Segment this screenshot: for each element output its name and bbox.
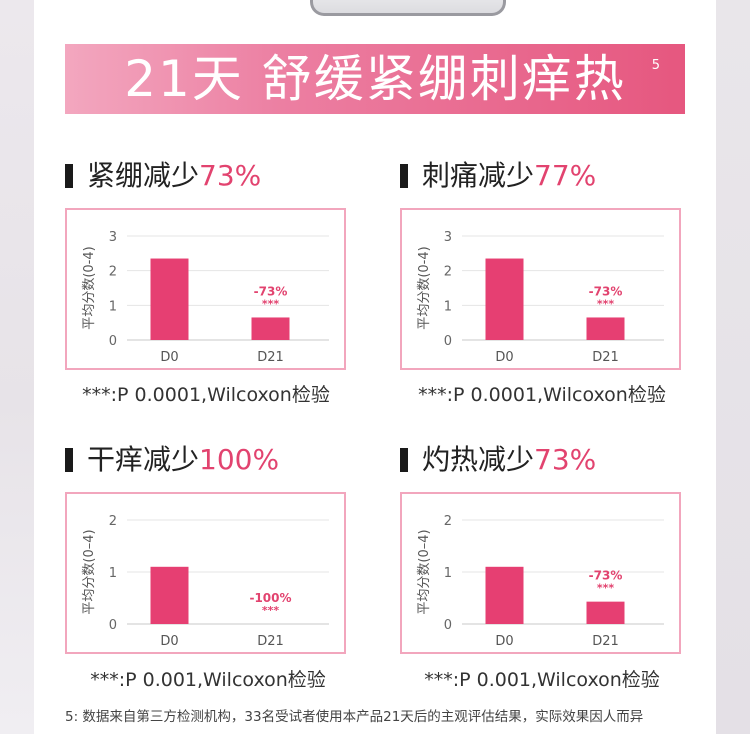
panel-title-text: 灼热减少 bbox=[422, 443, 535, 476]
y-axis-label: 平均分数(0-4) bbox=[82, 246, 97, 329]
clipboard-clip bbox=[310, 0, 506, 16]
chart-svg: 平均分数(0–4) 0 1 2 D0 D21 -100%*** bbox=[82, 514, 329, 649]
panel-title-tightness: 紧绷减少73% bbox=[65, 160, 261, 192]
y-tick-label: 0 bbox=[109, 334, 117, 349]
panel-title-percent: 73% bbox=[534, 443, 597, 476]
y-tick-label: 1 bbox=[444, 566, 452, 581]
chart-burning: 平均分数(0–4) 0 1 2 D0 D21 -73% *** bbox=[400, 492, 681, 654]
data-label: -73% bbox=[589, 284, 623, 298]
panel-title-text: 紧绷减少 bbox=[87, 159, 200, 192]
x-tick-label: D0 bbox=[160, 350, 178, 365]
y-tick-label: 0 bbox=[444, 618, 452, 633]
y-tick-label: 1 bbox=[109, 299, 117, 314]
bar bbox=[150, 566, 189, 624]
significance-stars: *** bbox=[597, 582, 615, 595]
y-tick-label: 3 bbox=[444, 230, 452, 245]
title-marker bbox=[65, 448, 73, 472]
data-label: -73% bbox=[254, 284, 288, 298]
panel-title-text: 刺痛减少 bbox=[422, 159, 535, 192]
y-tick-label: 2 bbox=[444, 265, 452, 280]
y-axis-label: 平均分数(0–4) bbox=[417, 529, 432, 614]
pvalue-note: ***:P 0.001,Wilcoxon检验 bbox=[90, 669, 326, 691]
x-tick-label: D21 bbox=[592, 634, 619, 649]
significance-stars: *** bbox=[597, 297, 615, 310]
banner-footnote-mark: 5 bbox=[651, 58, 660, 73]
bar bbox=[251, 317, 290, 340]
y-axis-label: 平均分数(0–4) bbox=[82, 529, 97, 614]
y-tick-label: 1 bbox=[444, 299, 452, 314]
data-label: -100% bbox=[249, 591, 291, 605]
pvalue-note: ***:P 0.001,Wilcoxon检验 bbox=[424, 669, 660, 691]
y-tick-label: 0 bbox=[109, 618, 117, 633]
bar bbox=[150, 258, 189, 340]
title-marker bbox=[400, 448, 408, 472]
chart-itching: 平均分数(0–4) 0 1 2 D0 D21 -100% *** bbox=[65, 492, 346, 654]
panel-title-stinging: 刺痛减少77% bbox=[400, 160, 596, 192]
title-marker bbox=[400, 164, 408, 188]
x-tick-label: D0 bbox=[495, 634, 513, 649]
panel-title-burning: 灼热减少73% bbox=[400, 444, 596, 476]
banner-title: 21天 舒缓紧绷刺痒热 bbox=[124, 50, 626, 108]
panel-title-percent: 100% bbox=[199, 443, 280, 476]
y-tick-label: 2 bbox=[109, 265, 117, 280]
chart-tightness: 平均分数(0-4) 0 1 2 3 D0 D21 -73% *** bbox=[65, 208, 346, 370]
pvalue-note: ***:P 0.0001,Wilcoxon检验 bbox=[82, 384, 330, 406]
x-tick-label: D0 bbox=[495, 350, 513, 365]
y-tick-label: 3 bbox=[109, 230, 117, 245]
title-marker bbox=[65, 164, 73, 188]
chart-svg: 平均分数(0-4) 0 1 2 3 D0 D21 -73%*** bbox=[82, 230, 329, 365]
y-tick-label: 2 bbox=[109, 514, 117, 529]
y-tick-label: 1 bbox=[109, 566, 117, 581]
bar bbox=[586, 317, 625, 340]
y-tick-label: 2 bbox=[444, 514, 452, 529]
panel-title-percent: 77% bbox=[534, 159, 597, 192]
panel-title-percent: 73% bbox=[199, 159, 262, 192]
background-left bbox=[0, 0, 34, 734]
x-tick-label: D21 bbox=[592, 350, 619, 365]
significance-stars: *** bbox=[262, 297, 280, 310]
chart-svg: 平均分数(0–4) 0 1 2 D0 D21 -73%*** bbox=[417, 514, 664, 649]
pvalue-note: ***:P 0.0001,Wilcoxon检验 bbox=[418, 384, 666, 406]
headline-banner: 21天 舒缓紧绷刺痒热 5 bbox=[65, 44, 685, 114]
background-right bbox=[716, 0, 750, 734]
chart-stinging: 平均分数(0-4) 0 1 2 3 D0 D21 -73% *** bbox=[400, 208, 681, 370]
bar bbox=[485, 566, 524, 624]
panel-title-text: 干痒减少 bbox=[87, 443, 200, 476]
x-tick-label: D21 bbox=[257, 634, 284, 649]
x-tick-label: D0 bbox=[160, 634, 178, 649]
chart-svg: 平均分数(0-4) 0 1 2 3 D0 D21 -73%*** bbox=[417, 230, 664, 365]
x-tick-label: D21 bbox=[257, 350, 284, 365]
significance-stars: *** bbox=[262, 604, 280, 617]
y-tick-label: 0 bbox=[444, 334, 452, 349]
source-footnote: 5: 数据来自第三方检测机构，33名受试者使用本产品21天后的主观评估结果，实际… bbox=[65, 709, 644, 725]
bar bbox=[586, 601, 625, 624]
y-axis-label: 平均分数(0-4) bbox=[417, 246, 432, 329]
panel-title-itching: 干痒减少100% bbox=[65, 444, 279, 476]
bar bbox=[485, 258, 524, 340]
data-label: -73% bbox=[589, 569, 623, 583]
